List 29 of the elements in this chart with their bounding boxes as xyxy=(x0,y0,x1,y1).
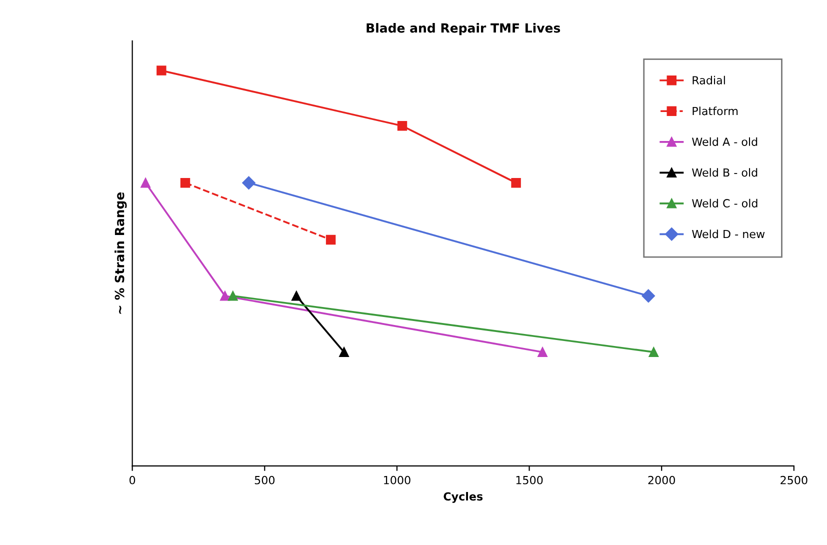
point xyxy=(538,347,548,357)
point xyxy=(292,291,302,301)
point xyxy=(220,291,230,301)
x-tick-label: 1500 xyxy=(516,476,543,484)
point xyxy=(339,347,349,357)
x-tick-label: 2500 xyxy=(780,476,808,484)
legend-label: Radial xyxy=(692,76,725,84)
legend-label: Weld A - old xyxy=(692,137,758,146)
legend-label: Platform xyxy=(692,106,738,116)
legend-label: Weld D - new xyxy=(692,230,765,238)
point xyxy=(397,121,408,131)
point xyxy=(228,291,238,301)
point xyxy=(326,234,336,245)
x-axis-title: Cycles xyxy=(444,492,483,503)
point xyxy=(642,289,655,303)
legend-label: Weld B - old xyxy=(692,168,758,177)
x-tick-label: 500 xyxy=(254,476,275,484)
legend-label: Weld C - old xyxy=(692,198,758,208)
x-tick-label: 0 xyxy=(130,476,136,484)
point xyxy=(242,176,256,190)
point xyxy=(180,178,190,188)
x-tick-label: 1000 xyxy=(384,476,410,484)
chart-title: Blade and Repair TMF Lives xyxy=(366,23,560,36)
y-axis-title: ~ % Strain Range xyxy=(114,192,127,314)
point xyxy=(511,178,521,188)
x-tick-label: 2000 xyxy=(648,476,675,484)
point xyxy=(648,347,659,357)
point xyxy=(140,178,150,188)
point xyxy=(156,66,166,76)
